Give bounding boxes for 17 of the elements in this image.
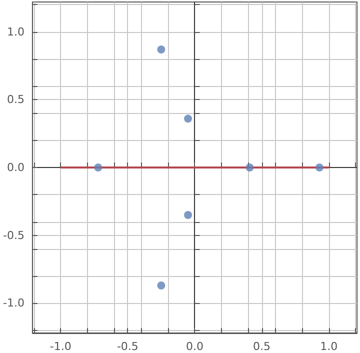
point xyxy=(246,164,254,172)
point xyxy=(184,114,192,123)
y-tick-label: -0.5 xyxy=(2,228,24,242)
x-tick-label: -1.0 xyxy=(50,340,72,353)
y-tick-label: -1.0 xyxy=(2,296,24,310)
point xyxy=(157,282,166,290)
x-tick-label: 0.5 xyxy=(253,340,271,353)
point xyxy=(315,164,324,172)
y-tick-label: 0.5 xyxy=(6,93,24,106)
point xyxy=(94,164,102,172)
x-tick-label: -0.5 xyxy=(116,340,138,353)
point xyxy=(184,210,192,219)
x-tick-label: 1.0 xyxy=(320,340,338,353)
x-tick-label: 0.0 xyxy=(186,340,204,353)
point xyxy=(157,45,166,54)
y-tick-label: 0.0 xyxy=(6,161,24,174)
y-tick-label: 1.0 xyxy=(6,25,24,38)
